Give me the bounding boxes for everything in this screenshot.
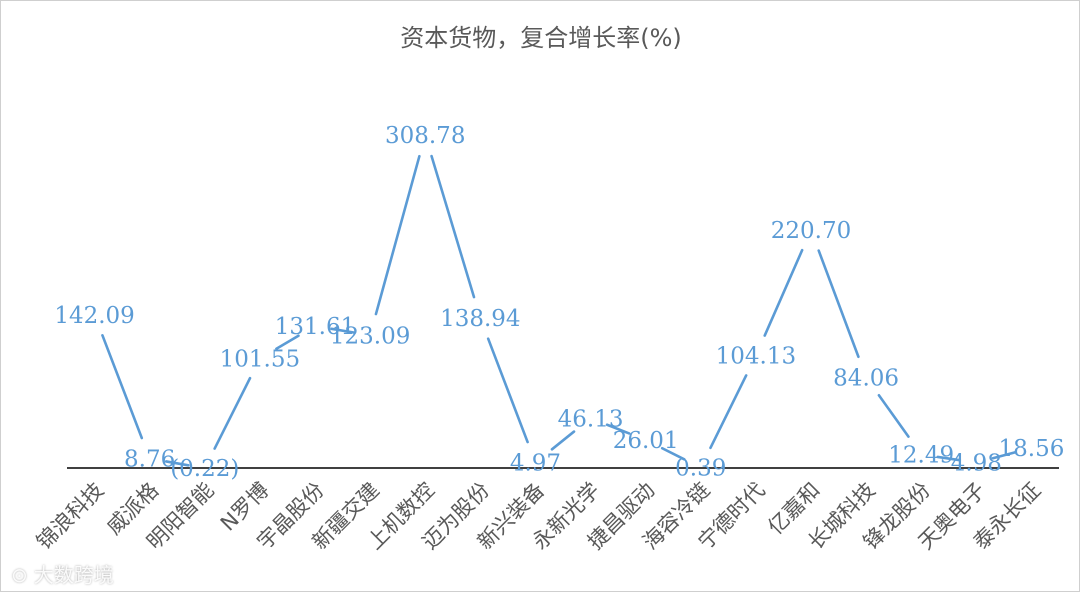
data-label: 8.76 [124,447,175,473]
data-label: 12.49 [888,443,954,469]
data-label: 138.94 [440,306,520,332]
series-line-segment [275,334,300,351]
data-label: 142.09 [54,303,134,329]
series-line-segment [374,154,421,316]
data-label: 46.13 [558,406,624,432]
data-label: 4.97 [510,451,561,477]
series-line-segment [550,430,576,451]
data-label: 101.55 [220,346,300,372]
series-line-segment [763,248,804,337]
data-label: 123.09 [330,323,410,349]
series-line-segment [991,451,1017,460]
data-label: 0.39 [675,456,726,482]
series-line-segment [660,446,686,461]
series-line-segment [430,154,476,299]
data-label: 4.98 [951,451,1002,477]
series-line-segment [936,455,962,462]
data-label: 220.70 [771,218,851,244]
series-line-segment [164,460,190,467]
series-line-segment [486,337,529,444]
series-line-segment [605,423,631,435]
series-line-segment [101,334,144,440]
data-label: 104.13 [716,344,796,370]
data-label: 18.56 [999,436,1065,462]
chart-title: 资本货物，复合增长率(%) [400,24,682,52]
data-label: 84.06 [833,365,899,391]
series-layer [101,154,1017,467]
series-line-segment [877,393,910,438]
watermark-text: 大数跨境 [33,563,114,587]
series-line-segment [330,327,355,334]
data-label: 308.78 [385,123,465,149]
series-line-segment [213,376,252,450]
series-line-segment [709,374,748,450]
series-line-segment [817,249,860,359]
data-label: 26.01 [613,428,679,454]
data-label: 131.61 [275,314,355,340]
category-labels-layer: 锦浪科技威派格明阳智能N罗博宇晶股份新疆交建上机数控迈为股份新兴装备永新光学捷昌… [32,478,1045,554]
x-tick-label: 锦浪科技 [32,478,108,554]
data-label: (0.22) [170,456,239,482]
camera-icon: ⊙ [11,563,28,587]
watermark: ⊙ 大数跨境 [11,559,114,588]
